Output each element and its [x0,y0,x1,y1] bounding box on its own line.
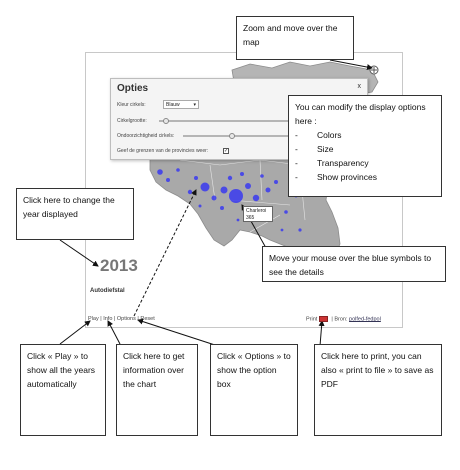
bubble[interactable] [260,174,264,178]
bubble[interactable] [265,187,271,193]
bubble[interactable] [220,186,228,194]
opacity-label: Ondoorzichtigheid cirkels: [117,133,175,139]
arrow-options-dashed [133,189,197,317]
bubble[interactable] [211,195,217,201]
bubble[interactable] [227,175,233,181]
bubble[interactable] [236,218,240,222]
callout-mouse: Move your mouse over the blue symbols to… [262,246,446,282]
close-icon[interactable]: x [357,83,362,90]
chevron-down-icon: ▾ [193,102,196,108]
color-select[interactable]: Blauw ▾ [163,100,199,109]
bubble[interactable] [187,189,193,195]
callout-options-intro: You can modify the display options here … [295,102,426,126]
tooltip-value: 365 [246,215,255,221]
source-label: Bron: [334,316,348,323]
options-title: Opties [117,83,149,94]
callout-zoom: Zoom and move over the map [236,16,354,60]
bubble[interactable] [157,169,163,175]
arrow-print [318,320,325,347]
print-button[interactable]: Print [306,316,318,323]
separator: | [331,316,333,323]
year-selector[interactable]: 2013 [100,256,138,275]
zoom-icon[interactable] [369,65,379,75]
footer-right: Print | Bron: polfed-fedpol [306,316,381,322]
arrow-year [59,239,99,267]
tooltip-name: Charleroi [246,208,267,214]
info-button[interactable]: Info [103,316,113,322]
callout-print: Click here to print, you can also « prin… [314,344,442,436]
separator: | [137,316,139,322]
color-select-value: Blauw [166,102,180,108]
callout-play-text: Click « Play » to show all the years aut… [27,351,96,389]
provinces-label: Geef de grenzen van de provincies weer: [117,148,209,154]
callout-options-button-text: Click « Options » to show the option box [217,351,291,389]
size-slider-handle[interactable] [163,118,169,124]
bubble[interactable] [166,178,170,182]
list-item: - Transparency [295,158,369,168]
print-icon[interactable] [318,316,328,322]
bubble[interactable] [176,168,180,172]
bubble[interactable] [194,176,198,180]
arrow-info [107,320,121,345]
callout-options: You can modify the display options here … [288,95,442,197]
list-item: - Show provinces [295,172,378,182]
arrow-play [59,320,91,345]
bubble[interactable] [245,183,251,189]
size-label: Cirkelgrootte: [117,118,147,124]
footer-links: Play | Info | Options | Reset [88,316,155,322]
bubble[interactable] [280,228,284,232]
bubble[interactable] [240,172,244,176]
options-list: - Colors - Size - Transparency - Show provin… [295,128,435,184]
list-item: - Colors [295,130,342,140]
source-link[interactable]: polfed-fedpol [349,316,381,323]
map-tooltip: Charleroi 365 [243,206,273,222]
callout-info: Click here to get information over the c… [116,344,198,436]
callout-year-text: Click here to change the year displayed [23,195,115,219]
callout-info-text: Click here to get information over the c… [123,351,185,389]
provinces-checkbox[interactable]: ✓ [223,148,229,154]
bubble[interactable] [298,228,302,232]
bubble[interactable] [284,210,288,214]
bubble[interactable] [220,206,224,210]
callout-options-button: Click « Options » to show the option box [210,344,298,436]
color-label: Kleur cirkels: [117,102,146,108]
bubble[interactable] [200,182,210,192]
callout-play: Click « Play » to show all the years aut… [20,344,106,436]
size-slider-track[interactable] [159,120,309,122]
bubble-layer[interactable] [157,168,322,264]
options-button[interactable]: Options [116,316,136,322]
arrow-options-btn [137,318,219,347]
bubble[interactable] [274,180,278,184]
list-item: - Size [295,144,334,154]
separator: | [100,316,102,322]
bubble[interactable] [198,204,202,208]
callout-zoom-text: Zoom and move over the map [243,23,338,47]
opacity-slider-handle[interactable] [229,133,235,139]
reset-button[interactable]: Reset [140,316,155,322]
chart-subtitle: Autodiefstal [90,288,125,294]
separator: | [113,316,116,322]
callout-year: Click here to change the year displayed [16,188,134,240]
bubble[interactable] [252,194,260,202]
province-borders [179,159,306,233]
arrow-zoom [329,59,373,71]
bubble-charleroi[interactable] [229,189,243,203]
callout-mouse-text: Move your mouse over the blue symbols to… [269,253,432,277]
play-button[interactable]: Play [88,316,99,322]
callout-print-text: Click here to print, you can also « prin… [321,351,434,389]
